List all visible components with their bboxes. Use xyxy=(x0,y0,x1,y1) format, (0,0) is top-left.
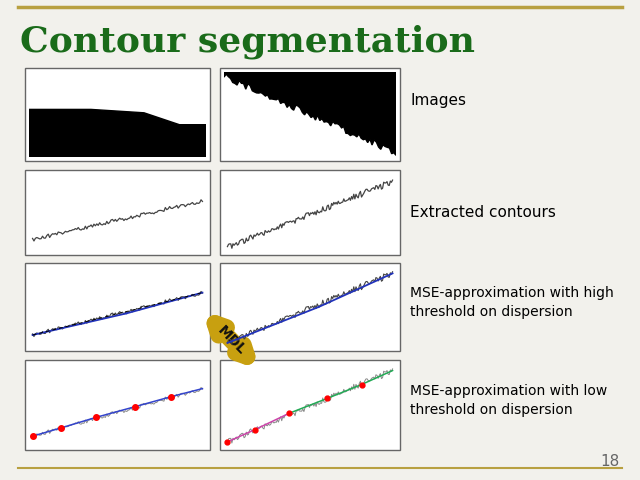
Bar xyxy=(220,68,400,161)
Text: MSE-approximation with low
threshold on dispersion: MSE-approximation with low threshold on … xyxy=(410,384,607,417)
Text: MDL: MDL xyxy=(214,323,248,357)
Bar xyxy=(220,360,400,450)
Text: Images: Images xyxy=(410,93,466,108)
Text: 18: 18 xyxy=(601,455,620,469)
Bar xyxy=(25,360,210,450)
Bar xyxy=(25,263,210,351)
Text: Extracted contours: Extracted contours xyxy=(410,205,556,220)
Text: Contour segmentation: Contour segmentation xyxy=(20,25,475,59)
Bar xyxy=(220,170,400,255)
Polygon shape xyxy=(29,109,206,157)
Bar xyxy=(220,263,400,351)
Bar xyxy=(25,68,210,161)
Bar xyxy=(25,170,210,255)
Polygon shape xyxy=(224,72,396,156)
Text: MSE-approximation with high
threshold on dispersion: MSE-approximation with high threshold on… xyxy=(410,286,614,319)
